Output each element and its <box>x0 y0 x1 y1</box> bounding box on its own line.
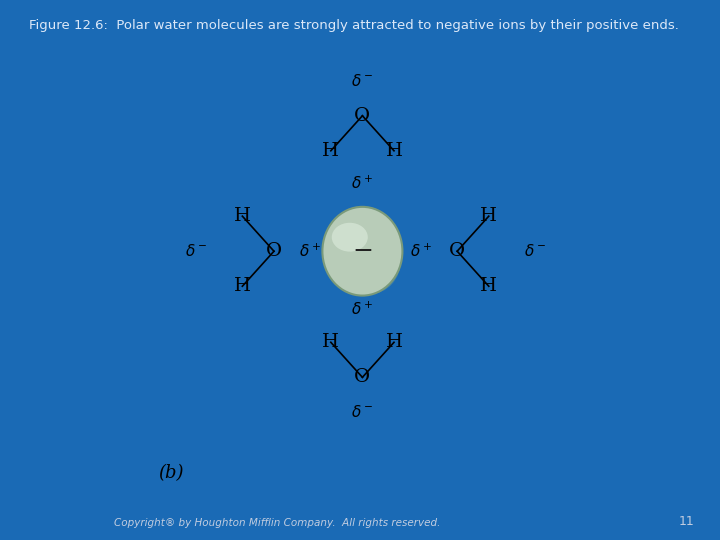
Text: $\delta^+$: $\delta^+$ <box>351 301 374 318</box>
Text: H: H <box>234 207 251 225</box>
Text: $\delta^+$: $\delta^+$ <box>410 242 433 260</box>
Text: $\delta^-$: $\delta^-$ <box>185 243 207 259</box>
Text: $\delta^+$: $\delta^+$ <box>299 242 321 260</box>
Text: H: H <box>234 277 251 295</box>
Text: H: H <box>385 333 402 352</box>
Text: H: H <box>480 277 498 295</box>
Text: H: H <box>480 207 498 225</box>
Text: H: H <box>323 333 339 352</box>
Text: O: O <box>354 368 371 386</box>
Text: $\delta^-$: $\delta^-$ <box>351 404 374 420</box>
Text: $\delta^-$: $\delta^-$ <box>351 73 374 89</box>
Text: O: O <box>354 107 371 125</box>
Text: −: − <box>352 240 373 262</box>
Text: O: O <box>449 242 465 260</box>
Ellipse shape <box>341 227 401 294</box>
Text: Copyright® by Houghton Mifflin Company.  All rights reserved.: Copyright® by Houghton Mifflin Company. … <box>114 518 441 528</box>
Text: H: H <box>385 142 402 160</box>
Text: O: O <box>266 242 282 260</box>
Text: (b): (b) <box>158 464 184 482</box>
Text: 11: 11 <box>679 515 695 528</box>
Ellipse shape <box>323 207 402 295</box>
Text: Figure 12.6:  Polar water molecules are strongly attracted to negative ions by t: Figure 12.6: Polar water molecules are s… <box>29 19 679 32</box>
Text: H: H <box>323 142 339 160</box>
Text: $\delta^+$: $\delta^+$ <box>351 175 374 192</box>
Ellipse shape <box>332 223 368 252</box>
Text: $\delta^-$: $\delta^-$ <box>524 243 546 259</box>
